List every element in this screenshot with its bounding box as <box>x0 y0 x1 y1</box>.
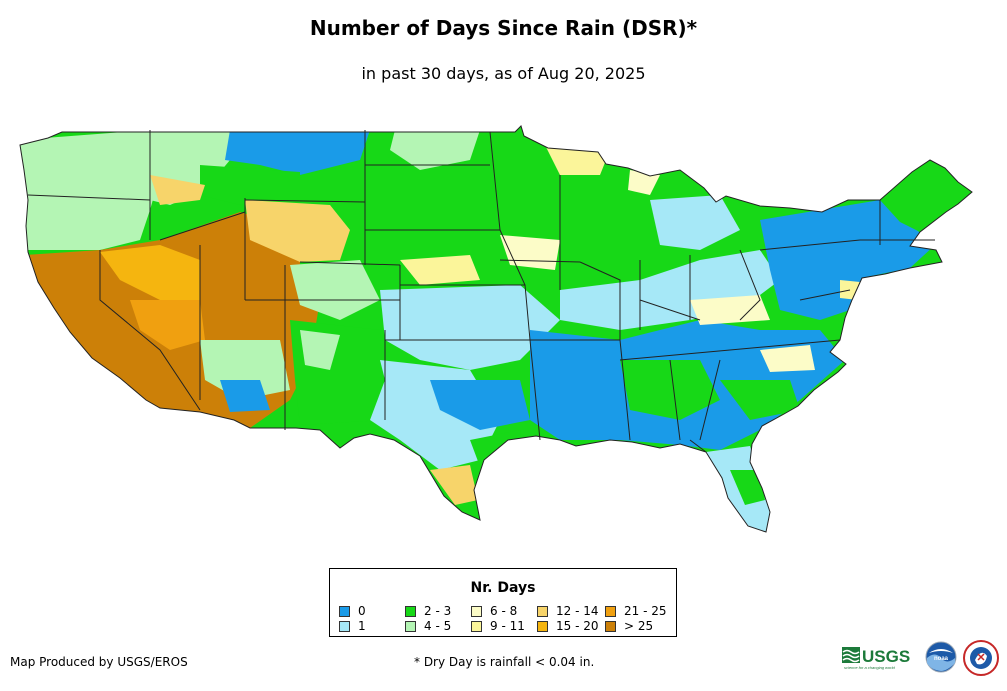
legend-swatch <box>471 606 482 617</box>
legend-label: 4 - 5 <box>424 619 452 633</box>
us-dsr-map <box>19 125 973 533</box>
legend-swatch <box>339 621 350 632</box>
usgs-wordmark: USGS <box>862 647 910 666</box>
usgs-wave-icon <box>842 647 860 663</box>
noaa-wordmark: noaa <box>934 656 949 662</box>
legend-item-over-25: > 25 <box>605 620 653 634</box>
legend-item-6-8: 6 - 8 <box>471 605 517 619</box>
legend-item-2-3: 2 - 3 <box>405 605 451 619</box>
noaa-logo: noaa <box>925 641 957 673</box>
legend-label: 9 - 11 <box>490 619 525 633</box>
legend-swatch <box>605 621 616 632</box>
usgs-tagline: science for a changing world <box>844 665 895 670</box>
nws-logo <box>963 640 999 676</box>
map-credit: Map Produced by USGS/EROS <box>10 655 188 669</box>
legend-item-21-25: 21 - 25 <box>605 605 667 619</box>
legend-swatch <box>537 621 548 632</box>
legend-item-12-14: 12 - 14 <box>537 605 599 619</box>
map-title: Number of Days Since Rain (DSR)* <box>309 16 698 40</box>
dry-day-footnote: * Dry Day is rainfall < 0.04 in. <box>414 655 595 669</box>
legend-label: > 25 <box>624 619 654 633</box>
dsr-color-regions <box>20 126 972 532</box>
legend-label: 12 - 14 <box>556 604 599 618</box>
legend-swatch <box>471 621 482 632</box>
legend-item-1: 1 <box>339 620 366 634</box>
legend-label: 0 <box>358 604 366 618</box>
legend-label: 6 - 8 <box>490 604 518 618</box>
legend-swatch <box>405 621 416 632</box>
legend-label: 15 - 20 <box>556 619 599 633</box>
legend-item-15-20: 15 - 20 <box>537 620 599 634</box>
legend-label: 1 <box>358 619 366 633</box>
legend-label: 21 - 25 <box>624 604 667 618</box>
usgs-logo: USGS science for a changing world <box>842 647 910 670</box>
legend-swatch <box>405 606 416 617</box>
map-subtitle: in past 30 days, as of Aug 20, 2025 <box>361 64 646 83</box>
state-borders <box>19 125 973 533</box>
legend-item-0: 0 <box>339 605 366 619</box>
legend-swatch <box>537 606 548 617</box>
legend-item-9-11: 9 - 11 <box>471 620 525 634</box>
legend: Nr. Days 0 1 2 - 3 4 - 5 6 - 8 9 - 11 12… <box>329 568 677 637</box>
legend-item-4-5: 4 - 5 <box>405 620 451 634</box>
legend-swatch <box>605 606 616 617</box>
legend-swatch <box>339 606 350 617</box>
legend-label: 2 - 3 <box>424 604 452 618</box>
legend-title: Nr. Days <box>470 580 536 596</box>
